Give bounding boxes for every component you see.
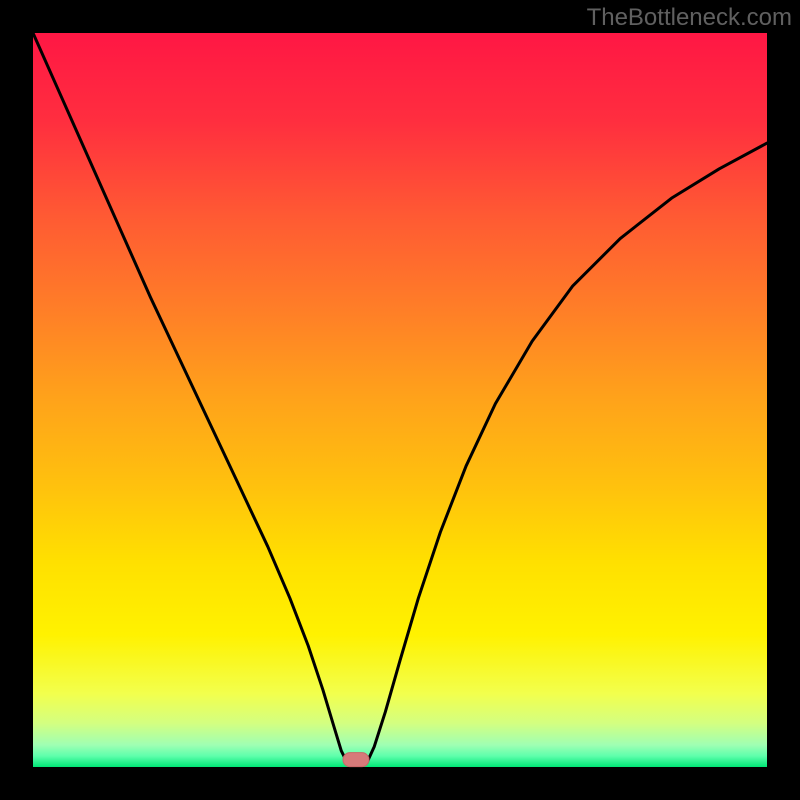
optimal-marker bbox=[343, 753, 369, 767]
bottleneck-chart: TheBottleneck.com bbox=[0, 0, 800, 800]
chart-svg bbox=[0, 0, 800, 800]
watermark-text: TheBottleneck.com bbox=[587, 4, 792, 32]
